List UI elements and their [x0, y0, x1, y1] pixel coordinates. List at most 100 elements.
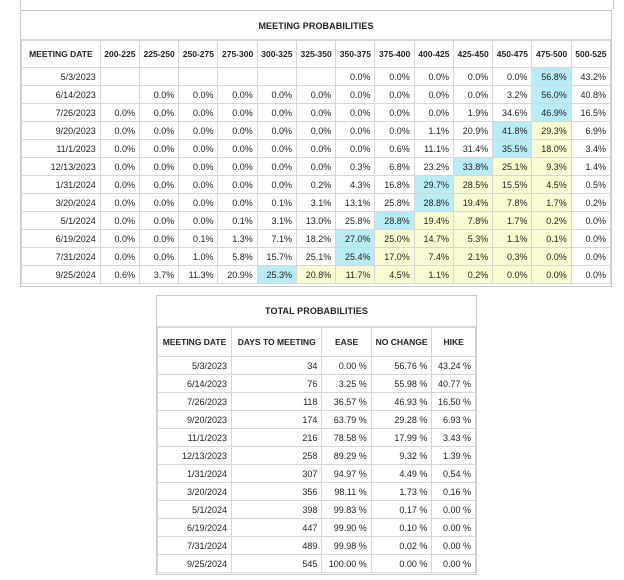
column-header: 250-275 [178, 40, 219, 68]
probability-cell: 0.2% [295, 175, 337, 194]
value-cell: 307 [230, 464, 323, 483]
meeting-date-cell: 3/20/2024 [21, 193, 101, 212]
probability-cell: 0.0% [99, 211, 140, 230]
column-header: 325-350 [295, 40, 337, 68]
probability-cell [138, 67, 180, 86]
previous-panel-edge [20, 0, 614, 9]
meeting-date-cell: 7/31/2024 [157, 536, 232, 555]
probability-cell: 19.4% [452, 193, 494, 212]
value-cell: 6.93 % [431, 410, 476, 429]
probability-cell: 1.3% [217, 229, 258, 248]
probability-cell: 23.2% [413, 157, 454, 176]
probability-cell: 7.8% [492, 193, 533, 212]
probability-cell: 0.5% [570, 175, 612, 194]
meeting-date-cell: 6/14/2023 [21, 85, 101, 104]
value-cell: 0.00 % [431, 536, 476, 555]
value-cell: 99.98 % [321, 536, 372, 555]
probability-cell: 25.3% [256, 265, 297, 284]
value-cell: 356 [230, 482, 323, 501]
probability-cell: 16.5% [570, 103, 612, 122]
probability-cell: 11.1% [413, 139, 454, 158]
value-cell: 3.43 % [431, 428, 476, 447]
value-cell: 29.28 % [370, 410, 433, 429]
probability-cell: 19.4% [413, 211, 454, 230]
column-header: 500-525 [570, 40, 612, 68]
probability-cell: 0.0% [413, 67, 454, 86]
column-header: NO CHANGE [370, 327, 433, 357]
table-header-row: MEETING DATE 200-225 225-250 250-275 275-300… [21, 40, 612, 68]
probability-cell: 0.0% [256, 103, 297, 122]
probability-cell: 0.0% [295, 121, 337, 140]
probability-cell: 4.5% [374, 265, 415, 284]
probability-cell: 0.0% [256, 121, 297, 140]
column-header: 400-425 [413, 40, 454, 68]
value-cell: 0.54 % [431, 464, 476, 483]
probability-cell [217, 67, 258, 86]
probability-cell: 1.0% [178, 247, 219, 266]
value-cell: 216 [230, 428, 323, 447]
probability-cell: 0.0% [99, 229, 140, 248]
probability-cell: 0.0% [256, 175, 297, 194]
value-cell: 1.39 % [431, 446, 476, 465]
meeting-date-cell: 9/25/2024 [21, 265, 101, 284]
probability-cell [256, 67, 297, 86]
value-cell: 0.10 % [370, 518, 433, 537]
probability-cell: 1.1% [492, 229, 533, 248]
probability-cell: 0.0% [178, 157, 219, 176]
probability-cell: 20.8% [295, 265, 337, 284]
table-row: 3/20/2024 0.0% 0.0% 0.0% 0.0% 0.1% 3.1% 13.1% 25… [21, 193, 612, 212]
probability-cell: 33.8% [452, 157, 494, 176]
meeting-probabilities-panel: MEETING PROBABILITIES MEETING DATE 200-22… [20, 10, 612, 287]
value-cell: 545 [230, 554, 323, 573]
table-row: 7/31/2024 489 99.98 % 0.02 % 0.00 % [157, 536, 476, 555]
meeting-date-cell: 3/20/2024 [157, 482, 232, 501]
meeting-date-cell: 7/26/2023 [157, 392, 232, 411]
probability-cell: 20.9% [452, 121, 494, 140]
probability-cell: 28.8% [374, 211, 415, 230]
probability-cell: 0.0% [335, 103, 376, 122]
probability-cell [295, 67, 337, 86]
probability-cell: 0.0% [217, 103, 258, 122]
probability-cell: 3.7% [138, 265, 180, 284]
probability-cell: 0.0% [374, 103, 415, 122]
probability-cell: 15.5% [492, 175, 533, 194]
probability-cell: 0.0% [335, 121, 376, 140]
meeting-date-cell: 11/1/2023 [21, 139, 101, 158]
total-probabilities-panel: TOTAL PROBABILITIES MEETING DATE DAYS TO … [156, 295, 477, 575]
probability-cell: 0.2% [531, 211, 572, 230]
meeting-date-cell: 1/31/2024 [157, 464, 232, 483]
probability-cell: 15.7% [256, 247, 297, 266]
probability-cell: 0.0% [178, 85, 219, 104]
probability-cell: 18.0% [531, 139, 572, 158]
meeting-date-cell: 5/1/2024 [21, 211, 101, 230]
table-row: 12/13/2023 258 89.29 % 9.32 % 1.39 % [157, 446, 476, 465]
value-cell: 40.77 % [431, 374, 476, 393]
table-row: 7/26/2023 118 36.57 % 46.93 % 16.50 % [157, 392, 476, 411]
probability-cell: 5.3% [452, 229, 494, 248]
probability-cell: 0.0% [138, 211, 180, 230]
table-row: 12/13/2023 0.0% 0.0% 0.0% 0.0% 0.0% 0.0% 0.3% 6.… [21, 157, 612, 176]
meeting-date-cell: 6/19/2024 [157, 518, 232, 537]
value-cell: 0.00 % [431, 518, 476, 537]
value-cell: 17.99 % [370, 428, 433, 447]
value-cell: 0.00 % [431, 500, 476, 519]
table-row: 9/25/2024 545 100.00 % 0.00 % 0.00 % [157, 554, 476, 573]
table-row: 3/20/2024 356 98.11 % 1.73 % 0.16 % [157, 482, 476, 501]
probability-cell: 0.0% [570, 229, 612, 248]
column-header: 375-400 [374, 40, 415, 68]
meeting-date-cell: 7/31/2024 [21, 247, 101, 266]
value-cell: 0.00 % [431, 554, 476, 573]
table-row: 11/1/2023 0.0% 0.0% 0.0% 0.0% 0.0% 0.0% 0.0% 0.6… [21, 139, 612, 158]
probability-cell: 41.8% [492, 121, 533, 140]
value-cell: 94.97 % [321, 464, 372, 483]
probability-cell: 0.0% [138, 85, 180, 104]
probability-cell: 4.5% [531, 175, 572, 194]
probability-cell: 0.0% [138, 121, 180, 140]
probability-cell: 25.8% [335, 211, 376, 230]
table-row: 9/20/2023 0.0% 0.0% 0.0% 0.0% 0.0% 0.0% 0.0% 0.0… [21, 121, 612, 140]
probability-cell: 0.2% [570, 193, 612, 212]
probability-cell: 2.1% [452, 247, 494, 266]
probability-cell: 0.0% [217, 193, 258, 212]
column-header: MEETING DATE [157, 327, 232, 357]
probability-cell: 7.1% [256, 229, 297, 248]
